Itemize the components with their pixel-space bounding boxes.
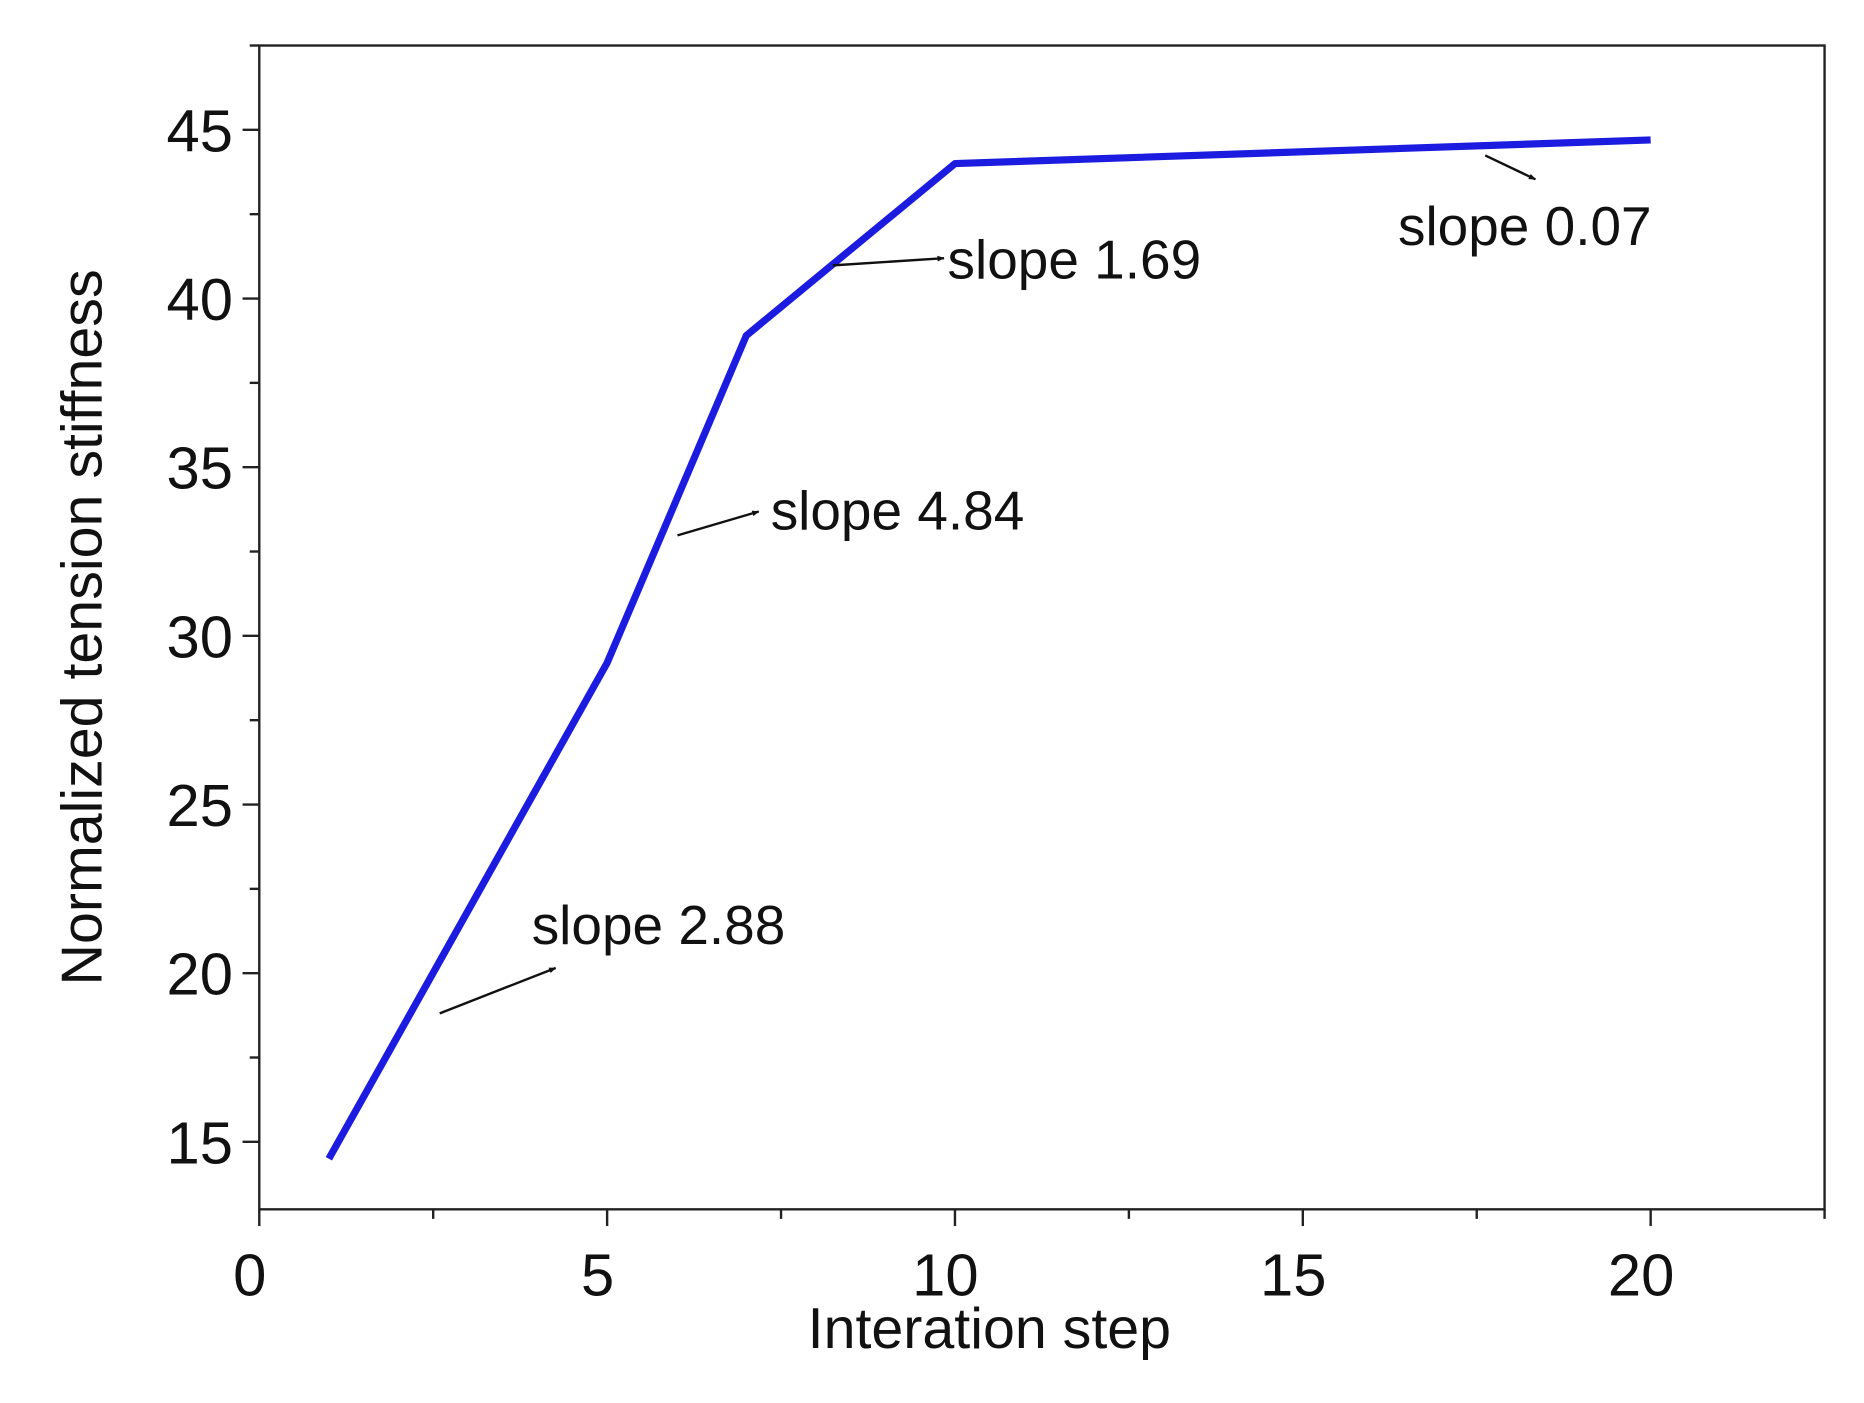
x-tick-label: 15 [1260, 1241, 1326, 1308]
annotation-arrow [439, 966, 557, 1015]
annotation: slope 1.69 [948, 229, 1202, 291]
y-tick-label: 45 [167, 97, 233, 164]
x-tick-label: 20 [1608, 1241, 1674, 1308]
x-tick-label: 5 [581, 1241, 614, 1308]
y-tick-label: 30 [167, 603, 233, 670]
y-tick-label: 20 [167, 941, 233, 1008]
y-tick-label: 25 [167, 772, 233, 839]
data-line [325, 136, 1651, 1161]
x-tick-label: 10 [912, 1241, 978, 1308]
x-tick-label: 0 [233, 1241, 266, 1308]
annotation-arrow [832, 255, 945, 267]
y-tick-label: 35 [167, 435, 233, 502]
annotation: slope 4.84 [771, 479, 1025, 541]
x-axis-label: Interation step [808, 1297, 1171, 1361]
y-tick-label: 15 [167, 1109, 233, 1176]
annotation: slope 0.07 [1398, 195, 1652, 257]
y-tick-label: 40 [167, 266, 233, 333]
annotation: slope 2.88 [532, 894, 786, 956]
plot-frame [258, 44, 1826, 1211]
annotation-arrow [1484, 154, 1537, 181]
y-axis-label: Normalized tension stiffness [51, 269, 115, 985]
annotation-arrow [677, 510, 760, 537]
